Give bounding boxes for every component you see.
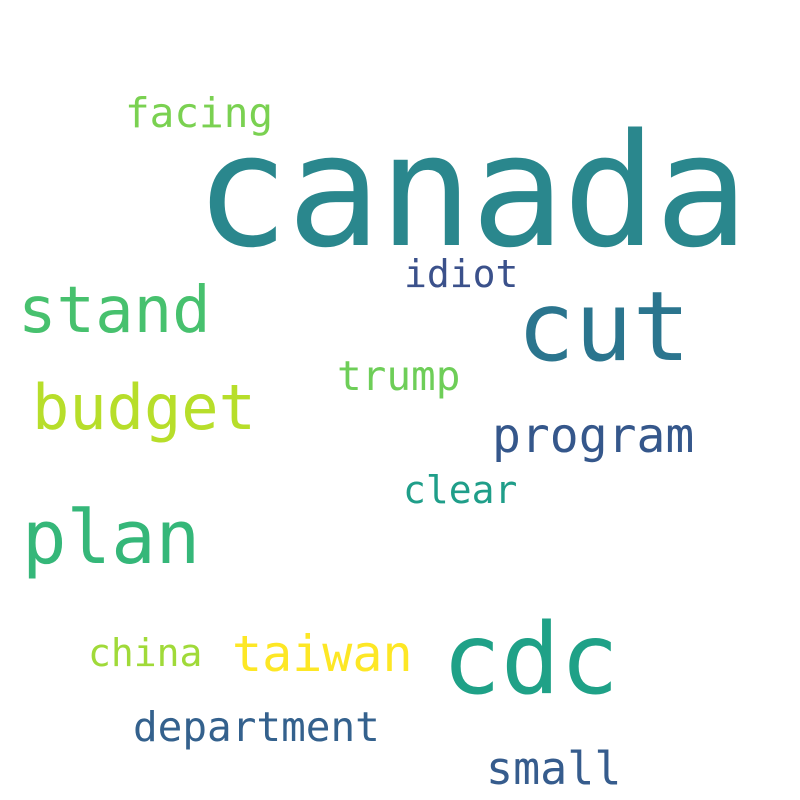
- word-canada: canada: [195, 100, 749, 282]
- word-small: small: [486, 742, 622, 795]
- word-taiwan: taiwan: [232, 625, 413, 683]
- word-clear: clear: [403, 468, 518, 512]
- word-program: program: [492, 408, 695, 464]
- word-cut: cut: [517, 271, 691, 383]
- word-facing: facing: [125, 89, 274, 137]
- word-idiot: idiot: [404, 252, 519, 296]
- word-cdc: cdc: [442, 603, 620, 717]
- word-china: china: [88, 631, 203, 675]
- word-plan: plan: [22, 495, 201, 581]
- word-stand: stand: [18, 274, 211, 348]
- word-department: department: [133, 703, 380, 751]
- word-budget: budget: [32, 371, 256, 444]
- word-trump: trump: [337, 352, 461, 400]
